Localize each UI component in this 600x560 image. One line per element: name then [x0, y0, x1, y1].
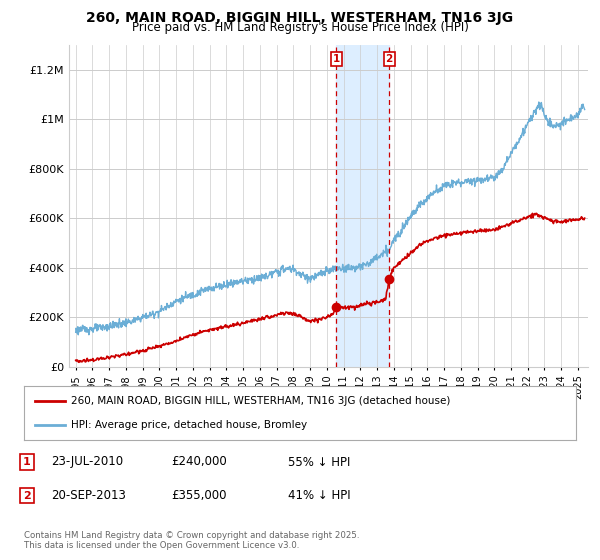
Text: HPI: Average price, detached house, Bromley: HPI: Average price, detached house, Brom… — [71, 419, 307, 430]
Text: £240,000: £240,000 — [171, 455, 227, 469]
Text: Price paid vs. HM Land Registry's House Price Index (HPI): Price paid vs. HM Land Registry's House … — [131, 21, 469, 34]
Text: 55% ↓ HPI: 55% ↓ HPI — [288, 455, 350, 469]
Text: 2: 2 — [23, 491, 31, 501]
Text: £355,000: £355,000 — [171, 489, 227, 502]
Text: 260, MAIN ROAD, BIGGIN HILL, WESTERHAM, TN16 3JG (detached house): 260, MAIN ROAD, BIGGIN HILL, WESTERHAM, … — [71, 396, 450, 407]
Text: 1: 1 — [332, 54, 340, 64]
Text: 41% ↓ HPI: 41% ↓ HPI — [288, 489, 350, 502]
Text: 1: 1 — [23, 457, 31, 467]
Text: 23-JUL-2010: 23-JUL-2010 — [51, 455, 123, 469]
Text: 260, MAIN ROAD, BIGGIN HILL, WESTERHAM, TN16 3JG: 260, MAIN ROAD, BIGGIN HILL, WESTERHAM, … — [86, 11, 514, 25]
Text: 2: 2 — [385, 54, 393, 64]
Text: 20-SEP-2013: 20-SEP-2013 — [51, 489, 126, 502]
Bar — [336, 45, 389, 367]
Text: Contains HM Land Registry data © Crown copyright and database right 2025.
This d: Contains HM Land Registry data © Crown c… — [24, 530, 359, 550]
